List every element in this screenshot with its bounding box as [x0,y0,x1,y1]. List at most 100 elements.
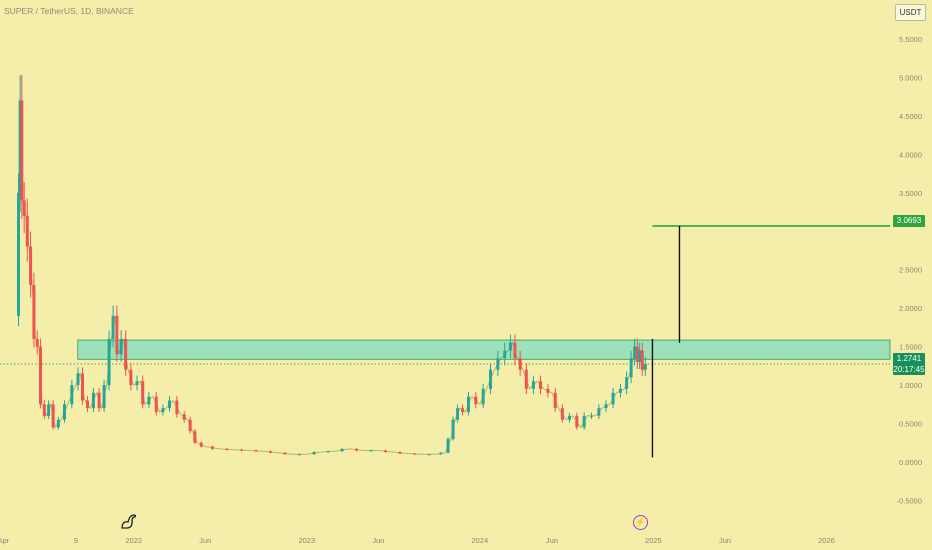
candle-body [111,315,115,339]
candle-body [161,408,165,412]
candle-body [51,404,55,428]
y-tick-label: 5.5000 [899,35,922,44]
candle-body [76,373,80,386]
candle-body [115,315,119,355]
y-tick-label: 2.0000 [899,304,922,313]
candle-body [240,449,244,451]
candle-body [182,414,186,420]
candle-body [518,358,522,370]
candle-body [225,448,229,450]
y-tick-label: 2.5000 [899,266,922,275]
dino-logo-icon[interactable] [120,512,138,530]
candle-body [643,363,647,370]
y-tick-label: -0.5000 [897,496,922,505]
candle-body [20,100,24,201]
candle-body [489,369,493,389]
x-tick-label: Jun [719,536,731,545]
candle-body [107,338,111,386]
candle-body [398,452,402,454]
x-tick-label: 9 [74,536,78,545]
candle-body [39,346,43,405]
candle-body [254,450,258,452]
x-tick-label: Jun [199,536,211,545]
candle-body [147,396,151,405]
candle-body [369,450,373,452]
x-tick-label: 2022 [125,536,142,545]
candle-body [513,342,517,359]
last-price-value: 1.2741 [896,354,922,363]
y-tick-label: 0.0000 [899,458,922,467]
candle-body [70,385,74,405]
x-tick-label: Apr [0,536,10,545]
candle-body [119,338,123,355]
candle-body [102,385,106,409]
candle-body [560,408,564,420]
candle-body [582,415,586,428]
candle-body [496,358,500,370]
currency-button[interactable]: USDT [895,4,926,21]
last-price-tag: 1.2741 20:17:45 [893,353,925,375]
candle-body [546,388,550,393]
candle-body [461,408,465,412]
candle-body [129,369,133,386]
candle-body [283,452,287,455]
candle-body [539,381,543,389]
candle-body [427,454,431,456]
candle-body [597,408,601,416]
candle-body [16,192,20,316]
candle-body [618,388,622,393]
symbol-title: SUPER / TetherUS, 1D, BINANCE [4,6,134,16]
y-tick-label: 5.0000 [899,73,922,82]
candle-body [193,431,197,443]
candle-body [97,392,101,409]
candle-body [340,448,344,452]
candle-body [269,451,273,453]
candle-body [456,408,460,420]
candle-body [633,346,637,359]
candle-body [611,392,615,405]
candle-body [474,396,478,405]
candle-body [47,404,51,416]
candle-body [175,400,179,415]
y-tick-label: 1.5000 [899,343,922,352]
candle-body [355,448,359,451]
y-tick-label: 1.0000 [899,381,922,390]
candle-body [383,450,387,452]
candle-body [62,404,66,420]
candle-body [312,452,316,455]
candle-body [451,419,455,439]
candle-body [29,246,33,286]
x-tick-label: 2026 [818,536,835,545]
candle-body [25,215,29,247]
candle-body [91,392,95,409]
candle-body [531,381,535,389]
x-tick-label: 2024 [472,536,489,545]
candle-body [638,350,642,362]
candle-body [466,396,470,412]
candle-body [553,392,557,409]
candle-body [590,415,594,417]
candle-body [575,415,579,428]
lightning-bolt-icon[interactable]: ⚡ [633,515,648,530]
candle-body [56,419,60,428]
candle-body [18,100,22,193]
candle-body [413,453,417,455]
y-tick-label: 0.5000 [899,420,922,429]
y-tick-label: 4.0000 [899,150,922,159]
candle-body [85,400,89,409]
candle-body [635,346,639,362]
y-tick-label: 4.5000 [899,112,922,121]
candle-body [154,396,158,412]
candle-body [629,358,633,378]
candle-body [81,373,85,401]
price-series-line [17,100,648,455]
candle-body [188,419,192,432]
candle-body [22,200,26,216]
candle-body [326,451,330,453]
candle-body [439,452,443,455]
candle-body [625,377,629,389]
candle-body [210,446,214,449]
candle-body [524,369,528,389]
